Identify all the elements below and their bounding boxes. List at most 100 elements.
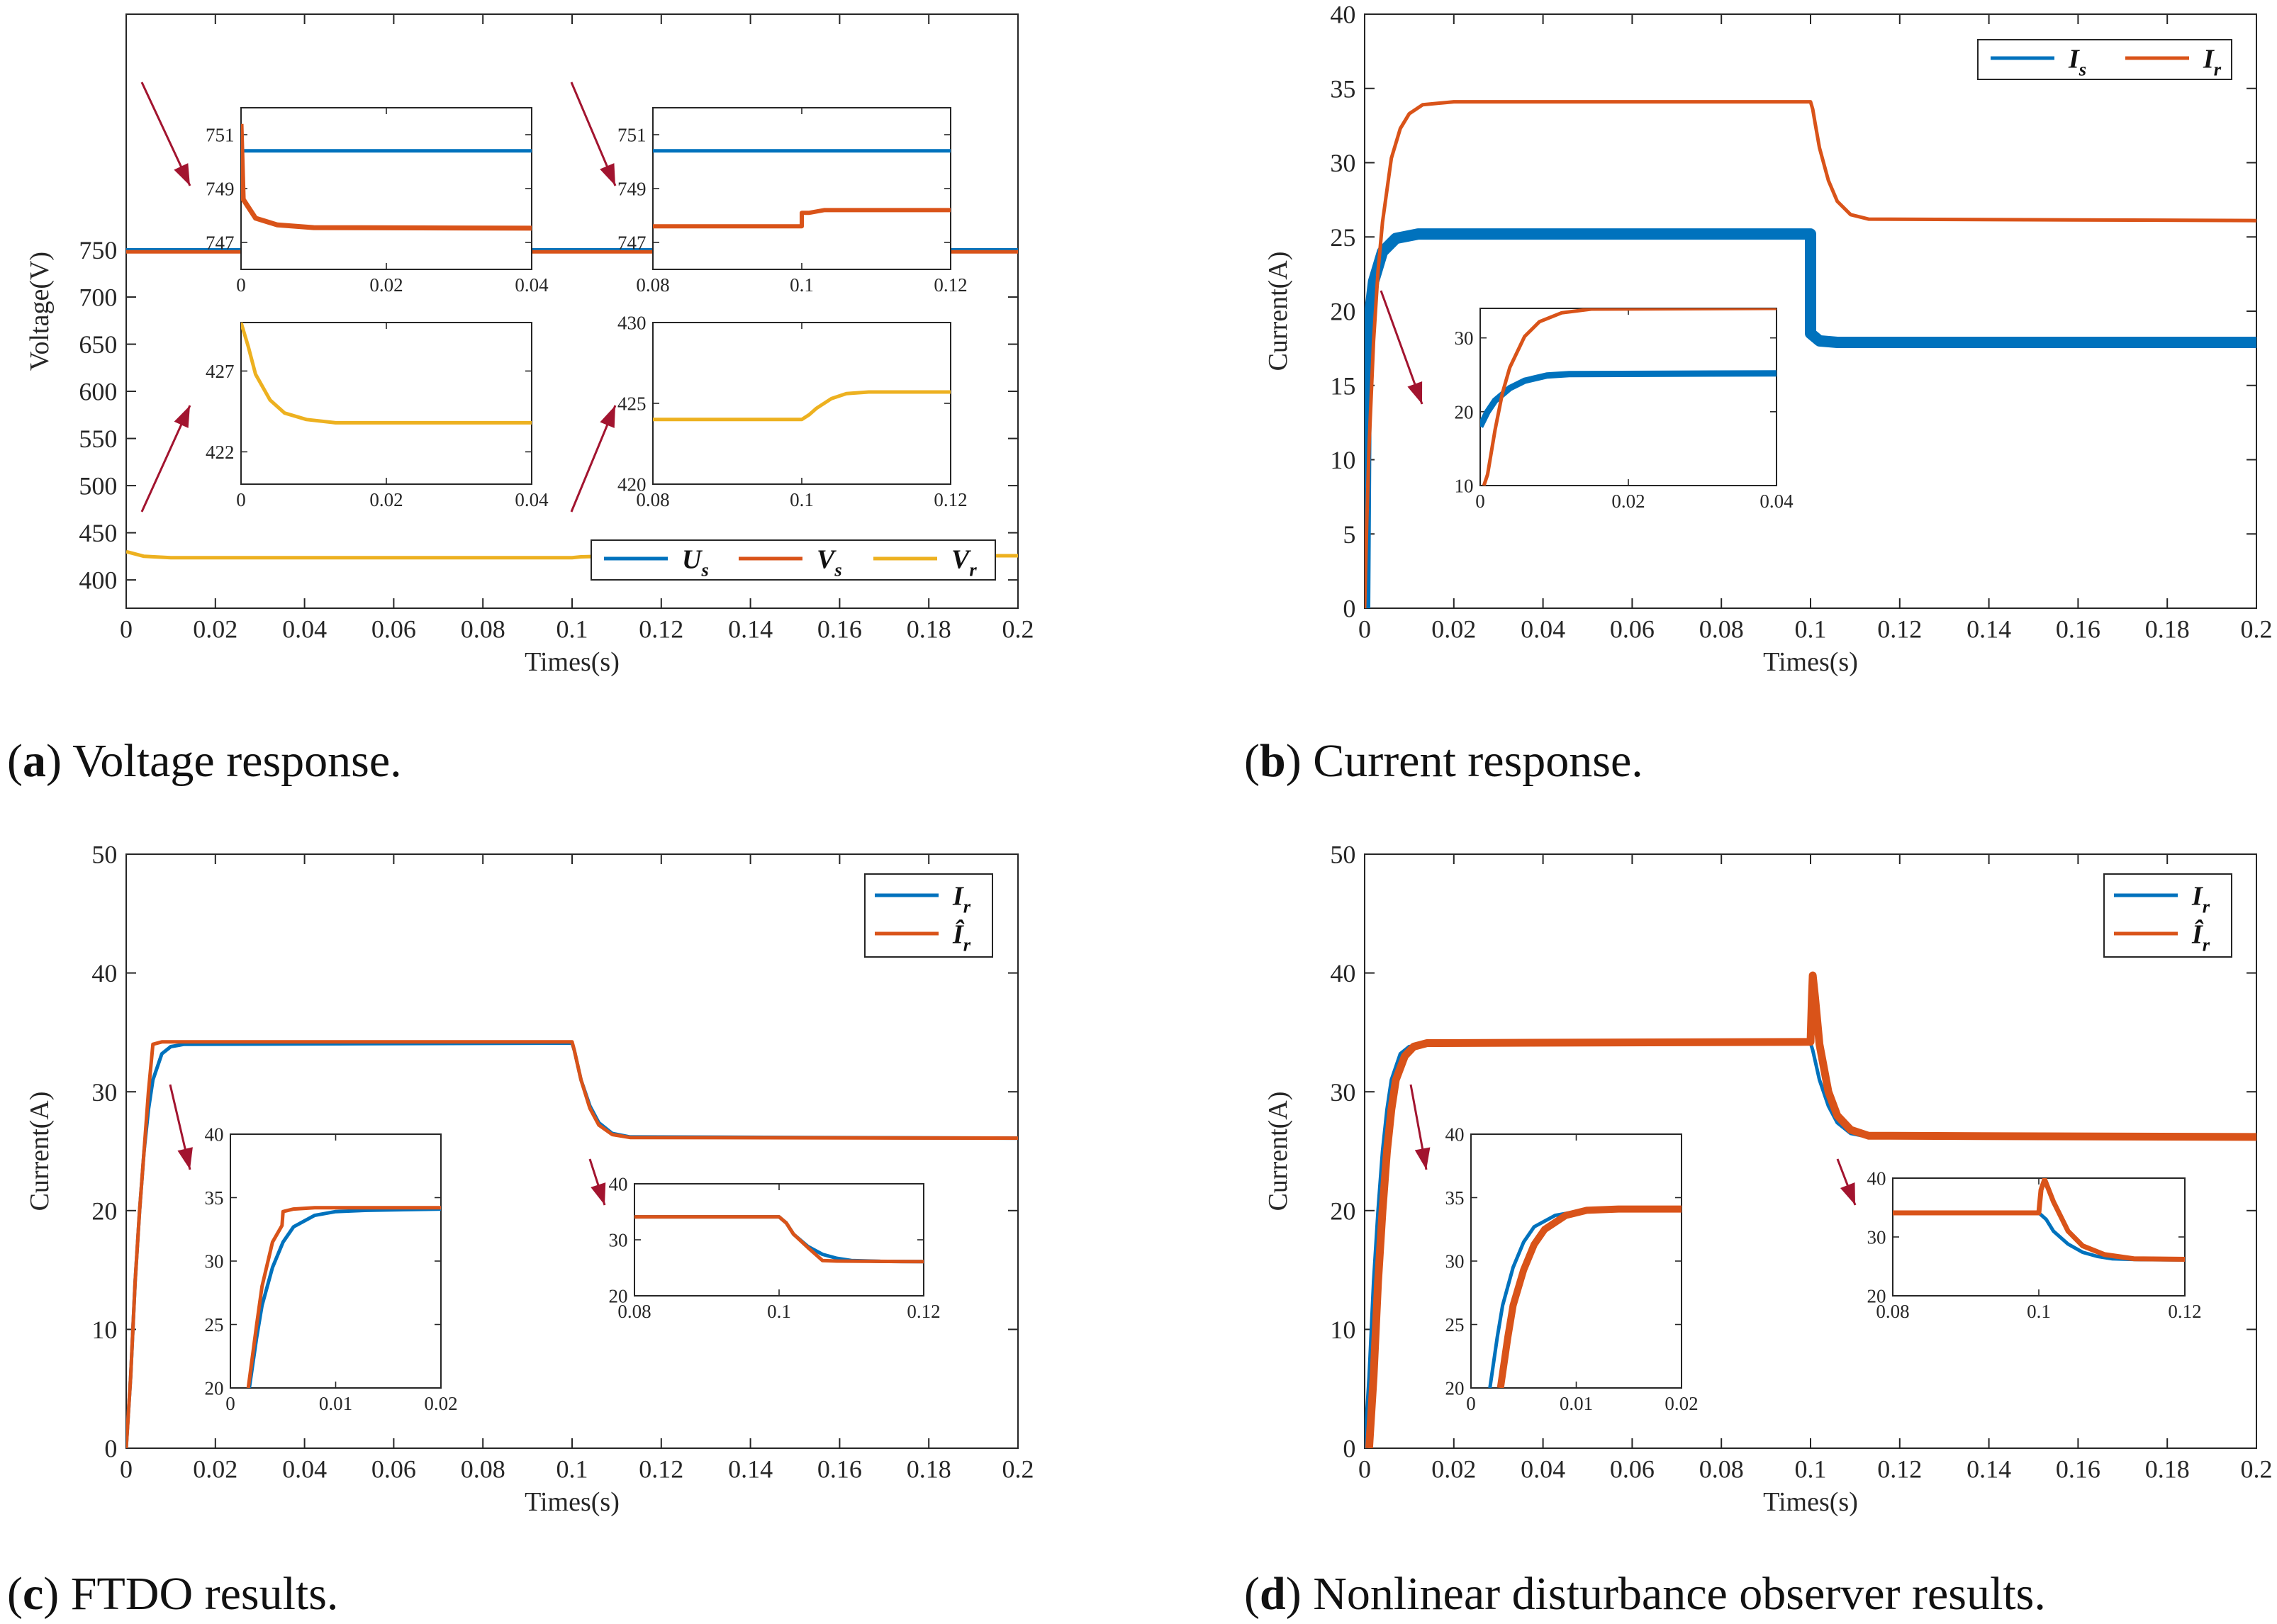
legend-label-sub: r bbox=[963, 896, 971, 917]
inset-plot: 0.08 0.1 0.12 20 30 40 bbox=[1867, 1167, 2202, 1322]
main-ytick-label: 750 bbox=[79, 236, 117, 264]
inset-plot: 0.08 0.1 0.12 420 425 430 bbox=[617, 312, 968, 510]
main-ytick-label: 700 bbox=[79, 284, 117, 312]
legend-label: Îr bbox=[952, 919, 971, 955]
inset-ytick-label: 40 bbox=[205, 1124, 224, 1145]
annotation-arrowhead bbox=[174, 405, 190, 428]
legend-label: Us bbox=[682, 544, 709, 580]
inset-plot: 0 0.02 0.04 10 20 30 bbox=[1455, 308, 1794, 512]
legend-box bbox=[2103, 873, 2232, 958]
inset-xtick-label: 0 bbox=[1466, 1393, 1476, 1414]
inset-series-line-orange bbox=[1893, 1178, 2185, 1262]
inset-plot-frame bbox=[652, 107, 951, 270]
panel-c: 0 0.02 0.04 0.06 0.08 0.1 0.12 0.14 0.16 0.18 0.2 0… bbox=[7, 841, 1034, 1620]
y-axis-label: Current(A) bbox=[25, 1092, 55, 1211]
inset-series-group bbox=[634, 1215, 924, 1264]
caption-close-paren: ) bbox=[43, 1568, 59, 1620]
main-ytick-label: 30 bbox=[1330, 149, 1355, 177]
inset-plot-frame bbox=[240, 322, 532, 485]
inset-xtick-label: 0.08 bbox=[617, 1301, 651, 1322]
inset-series-line-orange bbox=[634, 1215, 924, 1264]
main-ytick-label: 20 bbox=[1330, 1197, 1355, 1225]
main-series-line-orange bbox=[1365, 100, 2256, 608]
main-xtick-label: 0.02 bbox=[193, 615, 237, 643]
main-ytick-label: 40 bbox=[91, 959, 117, 987]
main-xtick-label: 0.08 bbox=[1699, 615, 1744, 643]
inset-ytick-label: 20 bbox=[1455, 401, 1474, 422]
annotation-arrowhead bbox=[591, 1182, 606, 1205]
legend-label-sub: r bbox=[2203, 896, 2210, 917]
legend-label: Is bbox=[2068, 44, 2086, 79]
annotation-arrowhead bbox=[1840, 1182, 1855, 1205]
inset-ytick-label: 30 bbox=[1867, 1226, 1886, 1248]
caption-open-paren: ( bbox=[7, 1568, 23, 1620]
annotation-arrowhead bbox=[600, 163, 615, 186]
caption-open-paren: ( bbox=[7, 735, 23, 787]
legend-label-main: I bbox=[2068, 44, 2080, 74]
main-xtick-label: 0.06 bbox=[371, 615, 416, 643]
panel-caption: (a) Voltage response. bbox=[7, 735, 402, 787]
main-series-group bbox=[126, 1040, 1018, 1448]
main-xtick-label: 0.06 bbox=[1610, 1455, 1655, 1483]
inset-xtick-label: 0.12 bbox=[2168, 1301, 2201, 1322]
main-xtick-label: 0.12 bbox=[639, 1455, 683, 1483]
main-ytick-label: 50 bbox=[1330, 841, 1355, 869]
inset-series-group bbox=[653, 149, 951, 229]
inset-plot-frame bbox=[652, 322, 951, 485]
legend-label: Vr bbox=[951, 544, 977, 580]
main-xtick-label: 0.1 bbox=[556, 615, 588, 643]
legend-label-main: V bbox=[817, 544, 837, 574]
inset-xtick-label: 0.01 bbox=[1560, 1393, 1593, 1414]
inset-series-line-orange bbox=[241, 123, 532, 231]
main-xtick-label: 0 bbox=[1358, 615, 1371, 643]
panel-caption: (d) Nonlinear disturbance observer resul… bbox=[1244, 1568, 2046, 1620]
inset-ytick-label: 25 bbox=[205, 1314, 224, 1335]
legend-label: Îr bbox=[2191, 919, 2210, 955]
caption-text: Nonlinear disturbance observer results. bbox=[1302, 1568, 2046, 1620]
legend-label-sub: r bbox=[963, 934, 971, 956]
inset-ytick-label: 30 bbox=[1445, 1250, 1465, 1272]
inset-series-group bbox=[1480, 308, 1777, 486]
caption-close-paren: ) bbox=[1286, 1568, 1302, 1620]
main-xtick-label: 0.02 bbox=[193, 1455, 237, 1483]
inset-ytick-label: 422 bbox=[206, 442, 235, 463]
inset-xtick-label: 0 bbox=[1475, 491, 1485, 512]
inset-plot: 0 0.02 0.04 747 749 751 bbox=[206, 107, 549, 296]
legend-label-main: Î bbox=[952, 919, 965, 949]
inset-series-line-orange bbox=[1496, 1205, 1682, 1388]
inset-ytick-label: 749 bbox=[206, 178, 235, 199]
annotation-arrowhead bbox=[1414, 1147, 1431, 1170]
inset-ytick-label: 427 bbox=[206, 361, 235, 382]
inset-xtick-label: 0.12 bbox=[907, 1301, 940, 1322]
inset-ytick-label: 30 bbox=[609, 1229, 628, 1250]
inset-series-line-yellow bbox=[241, 323, 532, 425]
main-ytick-label: 10 bbox=[1330, 446, 1355, 474]
inset-series-group bbox=[241, 123, 532, 231]
panel-caption: (c) FTDO results. bbox=[7, 1568, 338, 1620]
inset-ytick-label: 20 bbox=[1867, 1285, 1886, 1306]
main-xtick-label: 0.14 bbox=[1966, 1455, 2011, 1483]
caption-text: FTDO results. bbox=[59, 1568, 338, 1620]
y-axis-label: Voltage(V) bbox=[25, 252, 55, 371]
main-xtick-label: 0.08 bbox=[461, 1455, 505, 1483]
main-ytick-label: 550 bbox=[79, 425, 117, 453]
inset-ytick-label: 25 bbox=[1445, 1314, 1465, 1335]
main-ytick-label: 0 bbox=[104, 1435, 117, 1463]
x-axis-label: Times(s) bbox=[525, 1487, 620, 1517]
main-xtick-label: 0.02 bbox=[1431, 1455, 1476, 1483]
main-series-group bbox=[1365, 100, 2256, 608]
main-xtick-label: 0 bbox=[1358, 1455, 1371, 1483]
main-xtick-label: 0.18 bbox=[907, 1455, 951, 1483]
caption-close-paren: ) bbox=[46, 735, 62, 787]
inset-ytick-label: 35 bbox=[205, 1187, 224, 1209]
main-ytick-label: 500 bbox=[79, 472, 117, 500]
inset-xtick-label: 0.02 bbox=[1665, 1393, 1698, 1414]
inset-ytick-label: 40 bbox=[1867, 1167, 1886, 1189]
main-xtick-label: 0.14 bbox=[728, 615, 773, 643]
legend-box bbox=[864, 873, 993, 958]
main-ytick-label: 40 bbox=[1330, 959, 1355, 987]
annotation-arrowhead bbox=[177, 1147, 193, 1170]
inset-xtick-label: 0.01 bbox=[319, 1393, 352, 1414]
inset-plot-frame bbox=[230, 1133, 442, 1389]
legend: Us Vs Vr bbox=[591, 539, 996, 581]
